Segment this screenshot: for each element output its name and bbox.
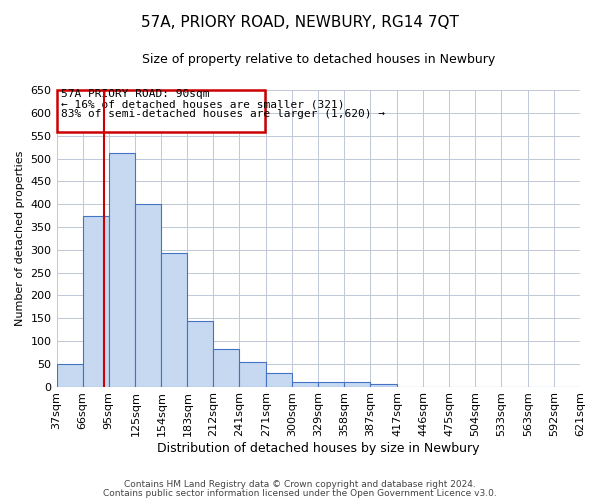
X-axis label: Distribution of detached houses by size in Newbury: Distribution of detached houses by size … [157,442,479,455]
Bar [136,204,161,386]
Text: 57A, PRIORY ROAD, NEWBURY, RG14 7QT: 57A, PRIORY ROAD, NEWBURY, RG14 7QT [141,15,459,30]
Text: Contains public sector information licensed under the Open Government Licence v3: Contains public sector information licen… [103,488,497,498]
Bar [370,384,397,386]
Bar [214,349,239,387]
Bar [266,373,292,386]
Bar [109,152,136,386]
Bar [56,364,83,386]
Text: 83% of semi-detached houses are larger (1,620) →: 83% of semi-detached houses are larger (… [61,110,385,120]
Bar [292,382,318,386]
Bar [344,382,370,386]
Bar [239,362,266,386]
Bar [318,382,344,386]
Title: Size of property relative to detached houses in Newbury: Size of property relative to detached ho… [142,52,495,66]
Text: Contains HM Land Registry data © Crown copyright and database right 2024.: Contains HM Land Registry data © Crown c… [124,480,476,489]
Bar [187,322,214,386]
Text: ← 16% of detached houses are smaller (321): ← 16% of detached houses are smaller (32… [61,100,344,110]
Y-axis label: Number of detached properties: Number of detached properties [15,150,25,326]
Text: 57A PRIORY ROAD: 90sqm: 57A PRIORY ROAD: 90sqm [61,90,209,100]
FancyBboxPatch shape [56,90,265,132]
Bar [83,216,109,386]
Bar [161,253,187,386]
